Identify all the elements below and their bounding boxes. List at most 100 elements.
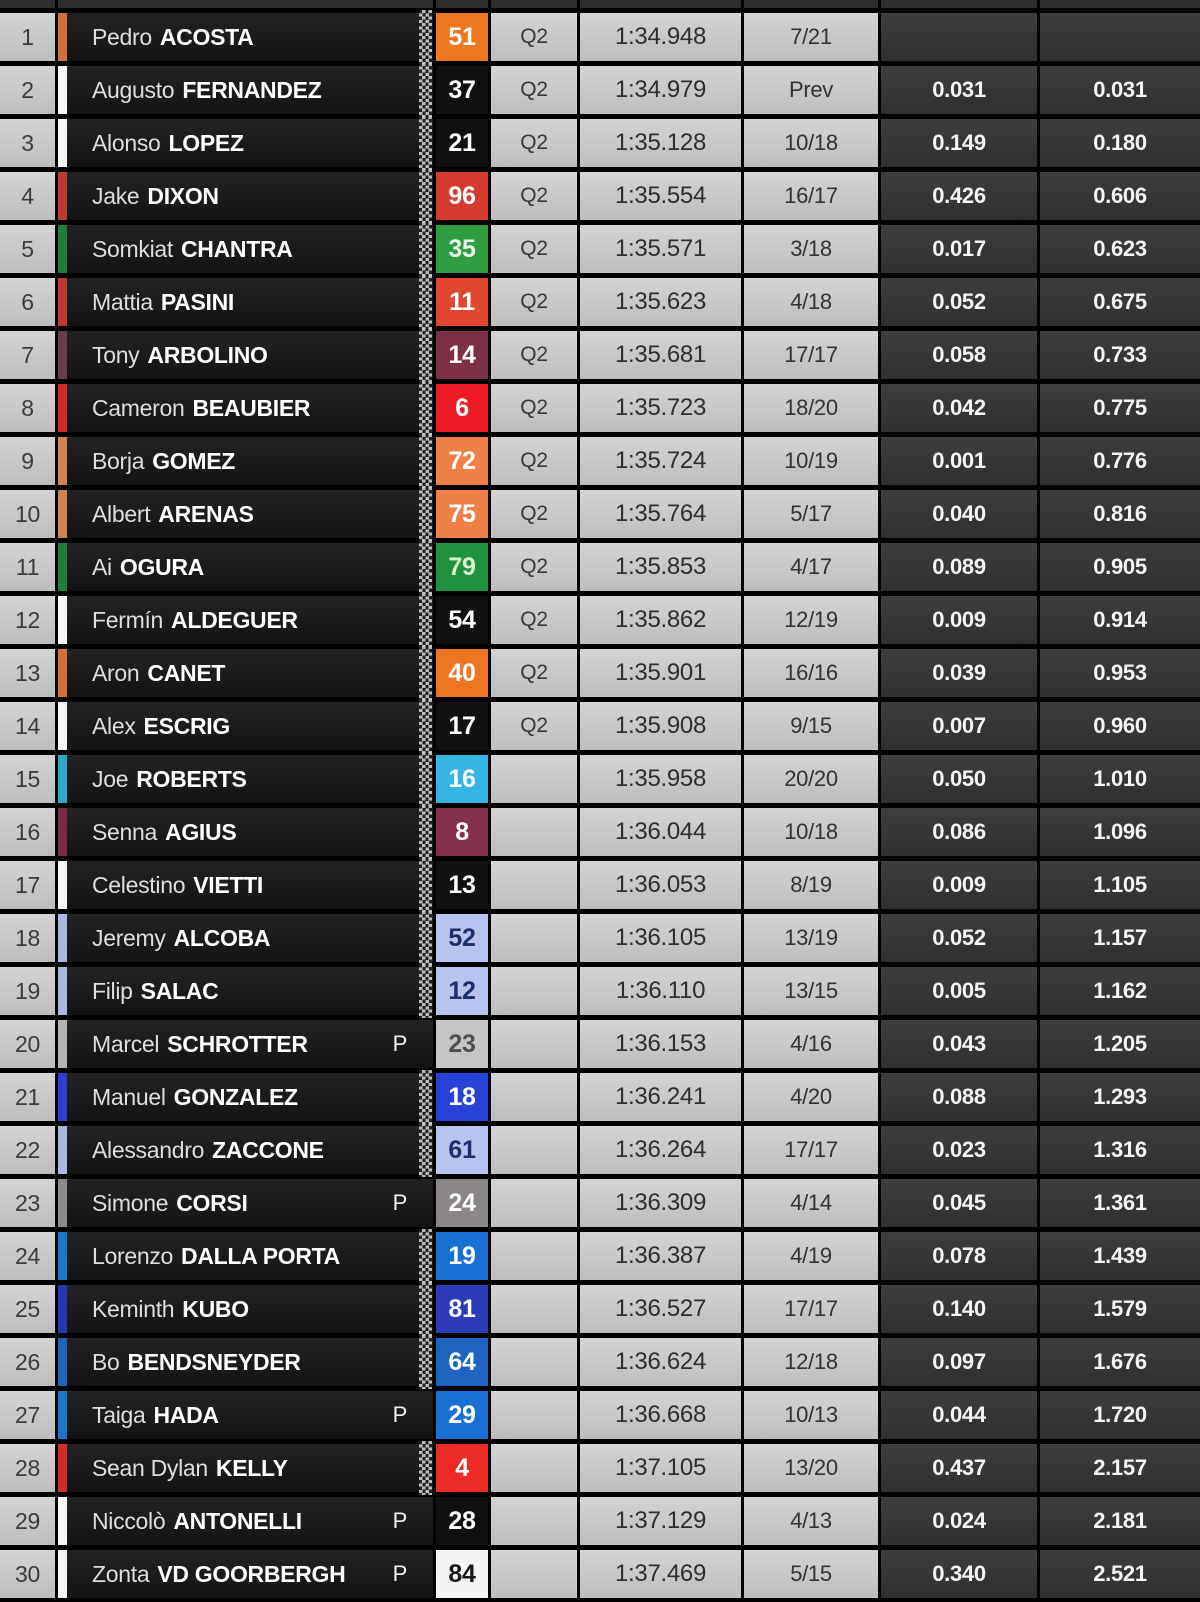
laptime-cell: 1:37.105 xyxy=(580,1444,741,1492)
gap-first-cell: 0.776 xyxy=(1040,437,1200,485)
table-row: 26 Bo BENDSNEYDER 64 1:36.624 12/18 0.09… xyxy=(0,1335,1200,1389)
session-cell: Q2 xyxy=(491,119,577,167)
rider-cell: Keminth KUBO xyxy=(58,1282,433,1336)
rider-number-badge: 24 xyxy=(436,1179,488,1227)
position-cell: 22 xyxy=(0,1126,55,1174)
rider-cell: Fermín ALDEGUER xyxy=(58,593,433,647)
table-row: 18 Jeremy ALCOBA 52 1:36.105 13/19 0.052… xyxy=(0,911,1200,965)
rider-number-badge: 51 xyxy=(436,13,488,61)
session-cell xyxy=(491,967,577,1015)
table-row: 10 Albert ARENAS 75 Q2 1:35.764 5/17 0.0… xyxy=(0,487,1200,541)
rider-first-name: Filip xyxy=(92,977,133,1004)
p-marker: P xyxy=(392,1031,408,1056)
team-color-bar xyxy=(58,861,67,909)
rider-first-name: Fermín xyxy=(92,606,164,633)
session-cell xyxy=(491,1550,577,1598)
checkered-strip-icon xyxy=(419,646,432,700)
rider-last-name: CHANTRA xyxy=(180,235,293,262)
team-color-bar xyxy=(58,13,67,61)
session-cell xyxy=(491,1391,577,1439)
gap-prev-cell: 0.023 xyxy=(881,1126,1037,1174)
gap-prev-cell: 0.140 xyxy=(881,1285,1037,1333)
rider-first-name: Sean Dylan xyxy=(92,1454,208,1481)
rider-first-name: Lorenzo xyxy=(92,1242,174,1269)
rider-last-name: PASINI xyxy=(160,288,235,315)
session-cell: Q2 xyxy=(491,702,577,750)
session-cell: Q2 xyxy=(491,543,577,591)
team-color-bar xyxy=(58,543,67,591)
session-cell xyxy=(491,1073,577,1121)
gap-prev-cell: 0.088 xyxy=(881,1073,1037,1121)
laps-cell: 8/19 xyxy=(744,861,878,909)
rider-cell: Lorenzo DALLA PORTA xyxy=(58,1229,433,1283)
rider-last-name: GONZALEZ xyxy=(173,1083,298,1110)
gap-first-cell: 1.205 xyxy=(1040,1020,1200,1068)
position-cell: 1 xyxy=(0,13,55,61)
checkered-strip-icon xyxy=(419,116,432,170)
rider-first-name: Jake xyxy=(92,182,140,209)
session-cell xyxy=(491,861,577,909)
rider-cell: Celestino VIETTI xyxy=(58,858,433,912)
table-row: 1 Pedro ACOSTA 51 Q2 1:34.948 7/21 xyxy=(0,10,1200,64)
checkered-strip-icon xyxy=(419,540,432,594)
team-color-bar xyxy=(58,1073,67,1121)
rider-first-name: Cameron xyxy=(92,394,185,421)
header-cell-time xyxy=(580,0,741,8)
team-color-bar xyxy=(58,914,67,962)
rider-first-name: Ai xyxy=(92,553,112,580)
gap-prev-cell: 0.426 xyxy=(881,172,1037,220)
rider-number-badge: 13 xyxy=(436,861,488,909)
laps-cell: 13/20 xyxy=(744,1444,878,1492)
rider-cell: Pedro ACOSTA xyxy=(58,10,433,64)
session-cell: Q2 xyxy=(491,490,577,538)
session-cell: Q2 xyxy=(491,331,577,379)
rider-first-name: Alonso xyxy=(92,129,161,156)
table-row: 23 Simone CORSI P 24 1:36.309 4/14 0.045… xyxy=(0,1179,1200,1227)
rider-number-badge: 18 xyxy=(436,1073,488,1121)
rider-last-name: ACOSTA xyxy=(159,23,254,50)
rider-last-name: ROBERTS xyxy=(136,765,247,792)
gap-prev-cell: 0.058 xyxy=(881,331,1037,379)
team-color-bar xyxy=(58,649,67,697)
rider-first-name: Zonta xyxy=(92,1560,150,1587)
table-row: 4 Jake DIXON 96 Q2 1:35.554 16/17 0.426 … xyxy=(0,169,1200,223)
gap-prev-cell: 0.089 xyxy=(881,543,1037,591)
laptime-cell: 1:36.241 xyxy=(580,1073,741,1121)
laptime-cell: 1:35.862 xyxy=(580,596,741,644)
table-row: 21 Manuel GONZALEZ 18 1:36.241 4/20 0.08… xyxy=(0,1070,1200,1124)
rider-number-badge: 14 xyxy=(436,331,488,379)
rider-cell: Taiga HADA P xyxy=(58,1391,433,1439)
rider-last-name: ARBOLINO xyxy=(147,341,268,368)
session-cell xyxy=(491,1232,577,1280)
team-color-bar xyxy=(58,1179,67,1227)
position-cell: 7 xyxy=(0,331,55,379)
rider-last-name: SALAC xyxy=(140,977,219,1004)
position-cell: 18 xyxy=(0,914,55,962)
table-row: 16 Senna AGIUS 8 1:36.044 10/18 0.086 1.… xyxy=(0,805,1200,859)
rider-number-badge: 96 xyxy=(436,172,488,220)
gap-first-cell: 0.675 xyxy=(1040,278,1200,326)
rider-last-name: ARENAS xyxy=(158,500,254,527)
laptime-cell: 1:35.764 xyxy=(580,490,741,538)
checkered-strip-icon xyxy=(419,1070,432,1124)
position-cell: 25 xyxy=(0,1285,55,1333)
laptime-cell: 1:34.948 xyxy=(580,13,741,61)
gap-first-cell: 0.031 xyxy=(1040,66,1200,114)
rider-last-name: FERNANDEZ xyxy=(182,76,322,103)
position-cell: 13 xyxy=(0,649,55,697)
gap-prev-cell: 0.042 xyxy=(881,384,1037,432)
rider-first-name: Mattia xyxy=(92,288,153,315)
rider-last-name: ZACCONE xyxy=(212,1136,324,1163)
team-color-bar xyxy=(58,1232,67,1280)
header-cell-position xyxy=(0,0,55,8)
rider-number-badge: 75 xyxy=(436,490,488,538)
checkered-strip-icon xyxy=(419,911,432,965)
laptime-cell: 1:35.853 xyxy=(580,543,741,591)
table-row: 3 Alonso LOPEZ 21 Q2 1:35.128 10/18 0.14… xyxy=(0,116,1200,170)
checkered-strip-icon xyxy=(419,805,432,859)
table-row: 30 Zonta VD GOORBERGH P 84 1:37.469 5/15… xyxy=(0,1550,1200,1598)
rider-first-name: Niccolò xyxy=(92,1507,166,1534)
team-color-bar xyxy=(58,1020,67,1068)
team-color-bar xyxy=(58,1285,67,1333)
rider-first-name: Taiga xyxy=(92,1401,146,1428)
